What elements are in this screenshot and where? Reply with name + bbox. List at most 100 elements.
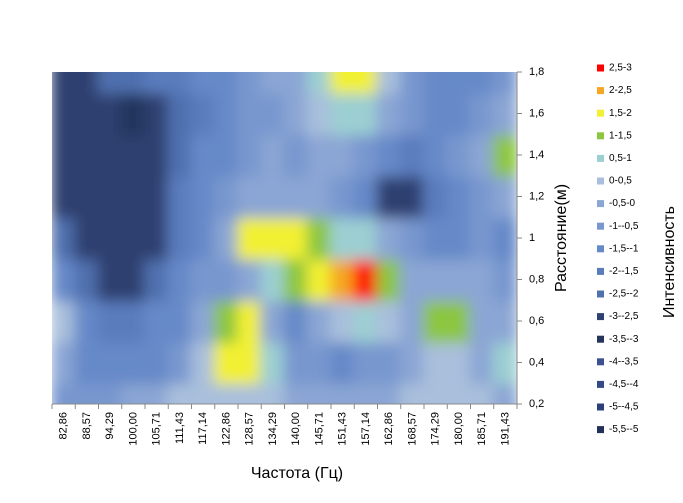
- contour-cell: [167, 340, 193, 385]
- contour-cell: [446, 72, 472, 94]
- contour-cell: [399, 382, 425, 404]
- contour-cell: [237, 133, 263, 177]
- contour-cell: [144, 72, 170, 94]
- contour-cell: [446, 299, 472, 343]
- contour-cell: [120, 174, 146, 219]
- contour-cell: [237, 174, 263, 219]
- contour-cell: [330, 133, 356, 177]
- x-tick-label: 94,29: [104, 412, 116, 440]
- y-axis-title: Расстояние(м): [553, 184, 570, 292]
- contour-cell: [52, 174, 77, 219]
- contour-cell: [306, 91, 332, 136]
- contour-cell: [469, 382, 495, 404]
- x-tick-label: 134,29: [267, 412, 279, 446]
- contour-cell: [423, 174, 449, 219]
- contour-cell: [399, 174, 425, 219]
- contour-cell: [399, 133, 425, 177]
- contour-cell: [446, 91, 472, 136]
- contour-cell: [260, 174, 286, 219]
- contour-cell: [237, 72, 263, 94]
- contour-cell: [237, 382, 263, 404]
- y-tick-label: 0,4: [529, 356, 544, 368]
- contour-cell: [492, 133, 517, 177]
- legend-swatch: [597, 403, 604, 411]
- contour-cell: [376, 340, 402, 385]
- contour-cell: [492, 299, 517, 343]
- legend-label: 2-2,5: [609, 85, 632, 96]
- contour-cell: [376, 72, 402, 94]
- contour-cell: [144, 299, 170, 343]
- x-tick-label: 111,43: [174, 412, 186, 444]
- contour-cell: [469, 257, 495, 302]
- legend-swatch: [597, 290, 604, 298]
- legend-title: Интенсивность: [661, 206, 678, 318]
- contour-cell: [190, 299, 216, 343]
- contour-cell: [353, 299, 379, 343]
- contour-cell: [97, 72, 123, 94]
- legend-label: -1--0,5: [609, 221, 639, 232]
- contour-cell: [399, 257, 425, 302]
- contour-cell: [213, 382, 239, 404]
- x-tick-label: 128,57: [244, 412, 256, 446]
- contour-cell: [237, 91, 263, 136]
- contour-cell: [492, 91, 517, 136]
- contour-cell: [190, 382, 216, 404]
- contour-cell: [306, 299, 332, 343]
- contour-cell: [144, 382, 170, 404]
- x-tick-label: 162,86: [383, 412, 395, 446]
- contour-cell: [97, 382, 123, 404]
- x-tick-label: 174,29: [430, 412, 442, 446]
- contour-cell: [74, 91, 100, 136]
- legend-label: -3--2,5: [609, 311, 639, 322]
- contour-cell: [52, 133, 77, 177]
- contour-cell: [190, 340, 216, 385]
- contour-cell: [469, 174, 495, 219]
- contour-cell: [423, 133, 449, 177]
- contour-cell: [330, 340, 356, 385]
- contour-cell: [399, 72, 425, 94]
- contour-cell: [283, 216, 309, 260]
- x-tick-label: 88,57: [81, 412, 93, 440]
- contour-cell: [260, 382, 286, 404]
- x-tick-label: 180,00: [453, 412, 465, 446]
- contour-cell: [446, 216, 472, 260]
- y-tick-label: 0,2: [529, 398, 544, 410]
- contour-cell: [213, 299, 239, 343]
- contour-cell: [306, 174, 332, 219]
- contour-cell: [469, 340, 495, 385]
- contour-cell: [144, 216, 170, 260]
- contour-cell: [469, 133, 495, 177]
- legend-swatch: [597, 87, 604, 95]
- legend-label: -5,5--5: [609, 424, 639, 435]
- x-tick-label: 117,14: [197, 412, 209, 445]
- legend-label: 0-0,5: [609, 176, 632, 187]
- contour-cell: [399, 91, 425, 136]
- contour-cell: [492, 72, 517, 94]
- contour-cell: [120, 340, 146, 385]
- contour-cell: [330, 174, 356, 219]
- legend-label: 0,5-1: [609, 153, 632, 164]
- contour-cell: [306, 382, 332, 404]
- contour-cell: [283, 72, 309, 94]
- legend-label: 1-1,5: [609, 130, 632, 141]
- contour-cell: [97, 91, 123, 136]
- contour-cell: [74, 174, 100, 219]
- x-tick-label: 185,71: [476, 412, 488, 446]
- contour-cell: [399, 340, 425, 385]
- x-tick-label: 191,43: [499, 412, 511, 446]
- contour-cell: [120, 72, 146, 94]
- contour-cell: [306, 72, 332, 94]
- legend-swatch: [597, 222, 604, 230]
- y-tick-label: 1,8: [529, 66, 544, 78]
- legend-label: -0,5-0: [609, 198, 636, 209]
- contour-cell: [283, 382, 309, 404]
- contour-cell: [97, 340, 123, 385]
- contour-cell: [330, 257, 356, 302]
- contour-cell: [74, 216, 100, 260]
- legend-swatch: [597, 177, 604, 185]
- x-tick-label: 145,71: [313, 412, 325, 446]
- y-tick-label: 0,6: [529, 315, 544, 327]
- contour-cell: [237, 340, 263, 385]
- contour-cell: [376, 216, 402, 260]
